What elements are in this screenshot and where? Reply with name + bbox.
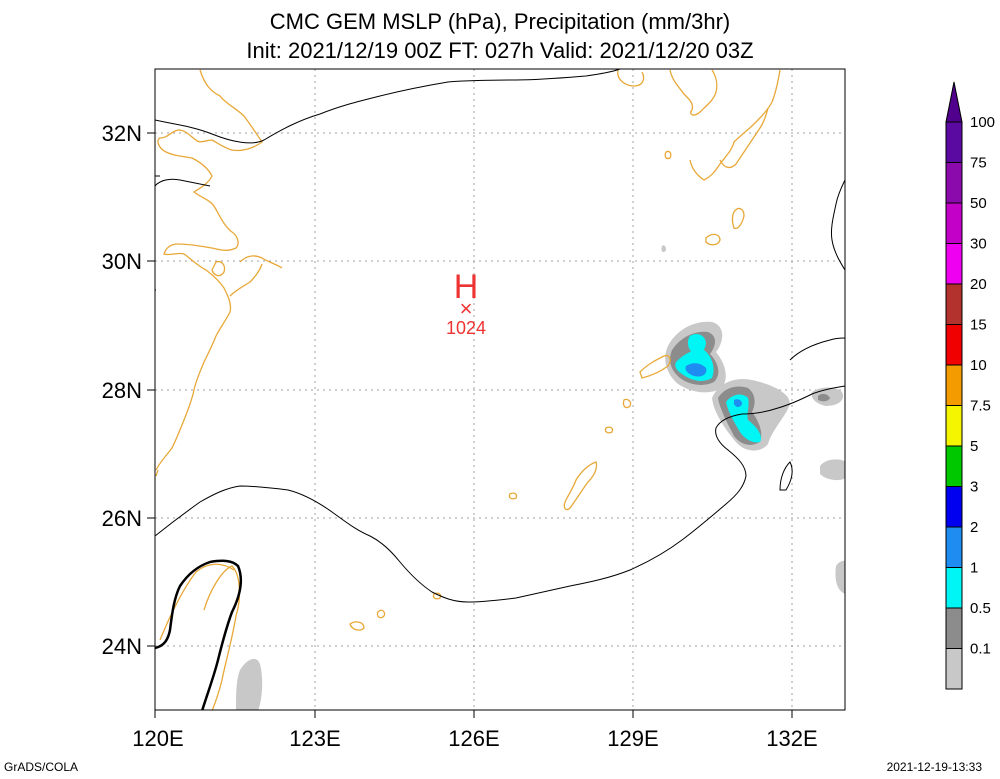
colorbar-segment bbox=[945, 526, 963, 568]
ryukyu-coastline bbox=[604, 426, 614, 434]
high-pressure-center: H × 1024 bbox=[446, 268, 486, 338]
colorbar-segment bbox=[945, 607, 963, 649]
lon-label-120e: 120E bbox=[132, 726, 183, 751]
colorbar-label: 0.5 bbox=[970, 600, 991, 617]
china-coastline bbox=[155, 469, 159, 477]
china-coastline bbox=[155, 69, 263, 471]
precip-area-amami bbox=[818, 393, 830, 402]
colorbar-over-triangle bbox=[945, 81, 963, 123]
colorbar-segment bbox=[945, 243, 963, 285]
isobar-bold bbox=[155, 559, 243, 710]
colorbar-labels: 100 75 50 30 20 15 10 7.5 5 3 2 1 0.5 0.1 bbox=[970, 114, 995, 658]
colorbar-segment bbox=[945, 445, 963, 487]
map-plot-area: H × 1024 bbox=[155, 69, 845, 710]
colorbar-segment bbox=[945, 364, 963, 406]
ryukyu-coastline bbox=[508, 492, 518, 500]
lat-label-28n: 28N bbox=[102, 378, 142, 403]
colorbar-label: 1 bbox=[970, 560, 978, 577]
isobars bbox=[155, 69, 845, 603]
korea-coastline bbox=[664, 150, 672, 160]
colorbar-label: 7.5 bbox=[970, 398, 991, 415]
high-pressure-marker: × bbox=[460, 296, 473, 321]
precipitation-shading bbox=[236, 245, 845, 710]
colorbar-label: 75 bbox=[970, 155, 987, 172]
map-subtitle: Init: 2021/12/19 00Z FT: 027h Valid: 202… bbox=[246, 38, 754, 63]
isobar-northeast bbox=[831, 179, 845, 271]
lat-label-26n: 26N bbox=[102, 506, 142, 531]
ryukyu-coastline bbox=[563, 461, 598, 511]
precip-area-amami bbox=[734, 399, 742, 407]
axis-ticks bbox=[147, 132, 793, 718]
colorbar-label: 50 bbox=[970, 195, 987, 212]
high-pressure-value: 1024 bbox=[446, 318, 486, 338]
precip-area-east-china-sea-north bbox=[687, 334, 706, 355]
colorbar-label: 5 bbox=[970, 438, 978, 455]
colorbar-segment bbox=[945, 405, 963, 447]
latitude-labels: 32N 30N 28N 26N 24N bbox=[102, 121, 142, 659]
ryukyu-coastline bbox=[432, 592, 442, 600]
lon-label-132e: 132E bbox=[766, 726, 817, 751]
ryukyu-coastline bbox=[639, 354, 671, 379]
taiwan-coastline bbox=[159, 563, 235, 641]
korea-coastline bbox=[669, 69, 718, 116]
longitude-labels: 120E 123E 126E 129E 132E bbox=[132, 726, 817, 751]
lat-label-30n: 30N bbox=[102, 249, 142, 274]
footer-software-credit: GrADS/COLA bbox=[4, 760, 79, 774]
colorbar: 100 75 50 30 20 15 10 7.5 5 3 2 1 0.5 0.1 bbox=[945, 81, 995, 690]
colorbar-label: 0.1 bbox=[970, 641, 991, 658]
china-coastline bbox=[229, 263, 263, 297]
colorbar-segment bbox=[945, 648, 963, 690]
lat-label-24n: 24N bbox=[102, 634, 142, 659]
kyushu-coastline bbox=[689, 69, 781, 181]
isobar-1020 bbox=[155, 559, 243, 710]
colorbar-segment bbox=[945, 283, 963, 325]
china-coastline bbox=[211, 260, 226, 277]
colorbar-label: 100 bbox=[970, 114, 995, 131]
kyushu-coastline bbox=[719, 107, 769, 169]
lon-label-123e: 123E bbox=[289, 726, 340, 751]
high-pressure-symbol: H bbox=[454, 268, 479, 306]
colorbar-segment bbox=[945, 567, 963, 609]
ryukyu-coastline bbox=[622, 398, 632, 409]
isobar-southeast bbox=[779, 461, 793, 491]
precip-area-southeast bbox=[835, 560, 845, 594]
precip-area-amami bbox=[726, 394, 762, 443]
precip-area-southeast bbox=[661, 245, 666, 253]
kyushu-coastline bbox=[705, 233, 721, 246]
colorbar-label: 10 bbox=[970, 357, 987, 374]
colorbar-segment bbox=[945, 162, 963, 204]
gridlines bbox=[155, 69, 845, 710]
ryukyu-coastline bbox=[349, 621, 365, 631]
colorbar-label: 30 bbox=[970, 236, 987, 253]
colorbar-label: 2 bbox=[970, 519, 978, 536]
ryukyu-coastline bbox=[376, 609, 386, 619]
map-title: CMC GEM MSLP (hPa), Precipitation (mm/3h… bbox=[269, 9, 731, 34]
colorbar-segment bbox=[945, 202, 963, 244]
colorbar-segments bbox=[945, 121, 963, 690]
isobar-1024-loop bbox=[155, 385, 845, 603]
china-coastline bbox=[239, 255, 283, 269]
precip-area-east-china-sea-north bbox=[685, 363, 707, 377]
lat-label-32n: 32N bbox=[102, 121, 142, 146]
isobar-1024 bbox=[155, 69, 621, 144]
china-coastline bbox=[203, 565, 241, 710]
precip-area-southeast bbox=[820, 459, 845, 481]
lon-label-126e: 126E bbox=[448, 726, 499, 751]
coastlines bbox=[155, 69, 781, 710]
isobar-northeast bbox=[789, 337, 845, 361]
colorbar-segment bbox=[945, 486, 963, 528]
precip-area-southeast bbox=[236, 658, 263, 710]
colorbar-label: 15 bbox=[970, 317, 987, 334]
footer-timestamp: 2021-12-19-13:33 bbox=[886, 760, 982, 774]
colorbar-segment bbox=[945, 324, 963, 366]
kyushu-coastline bbox=[731, 207, 745, 230]
korea-coastline bbox=[617, 69, 645, 87]
colorbar-label: 3 bbox=[970, 479, 978, 496]
isobar-west bbox=[155, 178, 211, 187]
colorbar-segment bbox=[945, 121, 963, 163]
lon-label-129e: 129E bbox=[607, 726, 658, 751]
colorbar-label: 20 bbox=[970, 276, 987, 293]
